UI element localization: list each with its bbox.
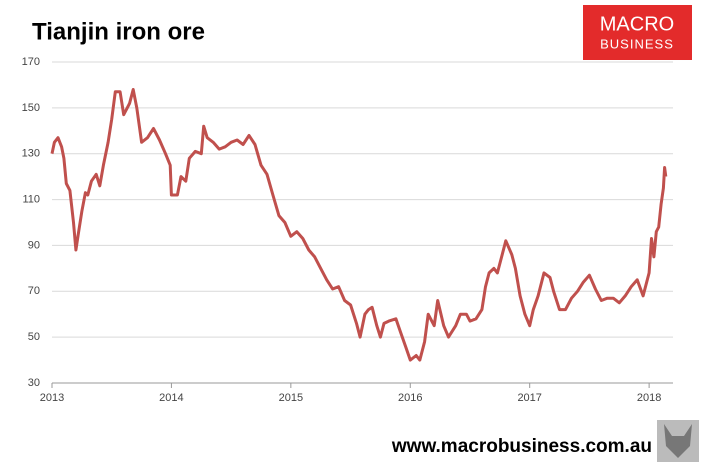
y-tick-label: 150 (22, 102, 40, 114)
logo-text: BUSINESS (600, 36, 674, 51)
chart-title: Tianjin iron ore (32, 18, 205, 45)
y-tick-label: 130 (22, 148, 40, 160)
logo-box (583, 5, 692, 60)
logo-text: MACRO (600, 13, 674, 35)
y-tick-label: 70 (28, 285, 40, 297)
x-tick-label: 2016 (398, 392, 422, 404)
y-tick-label: 50 (28, 331, 40, 343)
x-tick-label: 2018 (637, 392, 661, 404)
x-tick-label: 2015 (279, 392, 303, 404)
x-tick-label: 2013 (40, 392, 64, 404)
y-tick-label: 170 (22, 56, 40, 68)
y-tick-label: 90 (28, 239, 40, 251)
footer-url: www.macrobusiness.com.au (391, 436, 652, 457)
x-tick-label: 2014 (159, 392, 183, 404)
x-tick-label: 2017 (517, 392, 541, 404)
y-tick-label: 110 (22, 193, 40, 205)
y-tick-label: 30 (28, 377, 40, 389)
logo-icon (664, 424, 692, 458)
data-line (50, 88, 668, 362)
